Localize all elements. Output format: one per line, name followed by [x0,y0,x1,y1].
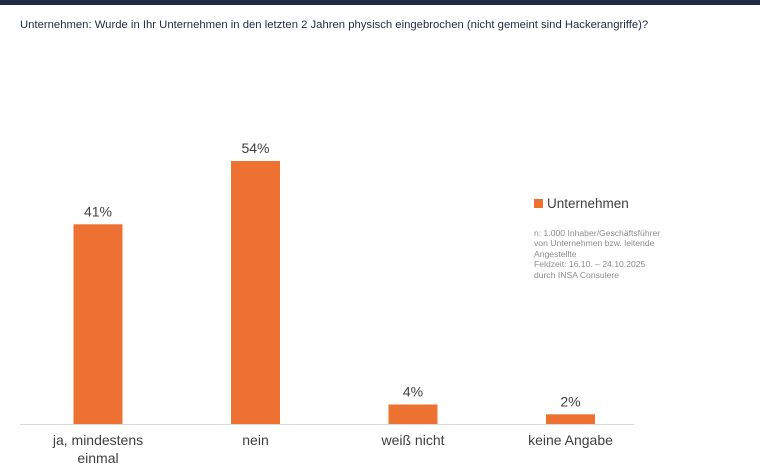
chart-title: Unternehmen: Wurde in Ihr Unternehmen in… [20,19,649,31]
category-label: einmal [77,450,118,466]
category-label: ja, mindestens [52,432,143,448]
category-label: weiß nicht [380,432,444,448]
header-bar [0,0,760,5]
source-note-line: n: 1.000 Inhaber/Geschäftsführer [534,228,661,238]
source-note-line: durch INSA Consulere [534,269,620,280]
source-note-line: von Unternehmen bzw. leitende [534,238,655,249]
bar [388,404,438,424]
data-label: 54% [241,140,269,156]
legend-label: Unternehmen [547,196,629,211]
legend: Unternehmen [534,196,629,211]
data-label: 2% [560,393,580,409]
category-label: keine Angabe [528,432,613,448]
data-label: 41% [84,203,112,219]
bar [231,161,280,424]
bar [546,414,595,424]
category-label: nein [242,432,268,448]
legend-swatch [534,199,543,208]
source-note: n: 1.000 Inhaber/Geschäftsführer von Unt… [534,228,660,280]
bar [73,224,123,424]
source-note-line: Angestellte [534,248,577,259]
source-note-line: Feldzeit: 16.10. – 24.10.2025 [534,259,646,270]
data-label: 4% [403,384,423,400]
